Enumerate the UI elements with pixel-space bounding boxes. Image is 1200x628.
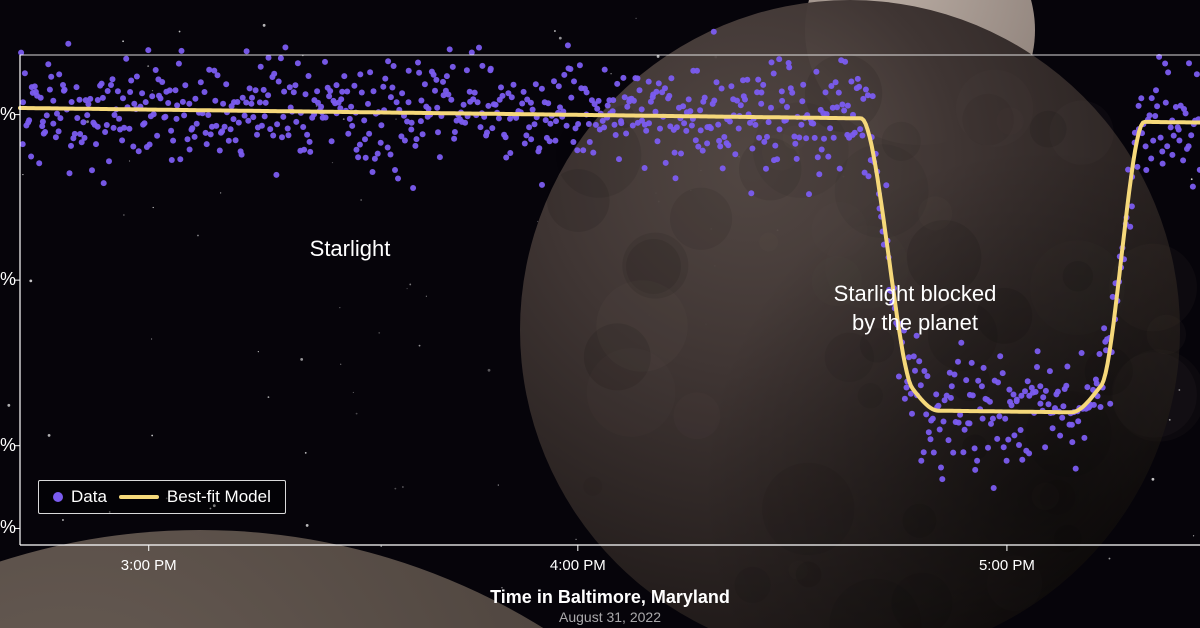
legend: Data Best-fit Model bbox=[38, 480, 286, 514]
transit-light-curve-chart bbox=[0, 0, 1200, 628]
legend-label: Best-fit Model bbox=[167, 487, 271, 507]
annotation-starlight: Starlight bbox=[310, 235, 391, 264]
x-tick-label: 3:00 PM bbox=[121, 557, 177, 574]
x-axis-subtitle: August 31, 2022 bbox=[559, 609, 661, 625]
legend-data-marker bbox=[53, 492, 63, 502]
y-tick-label: % bbox=[0, 435, 16, 456]
y-tick-label: % bbox=[0, 269, 16, 290]
y-tick-label: % bbox=[0, 517, 16, 538]
x-tick-label: 5:00 PM bbox=[979, 557, 1035, 574]
legend-label: Data bbox=[71, 487, 107, 507]
y-tick-label: % bbox=[0, 104, 16, 125]
annotation-blocked: Starlight blockedby the planet bbox=[834, 280, 997, 337]
x-axis-title: Time in Baltimore, Maryland bbox=[490, 587, 730, 608]
legend-model-line bbox=[119, 495, 159, 499]
x-tick-label: 4:00 PM bbox=[550, 557, 606, 574]
